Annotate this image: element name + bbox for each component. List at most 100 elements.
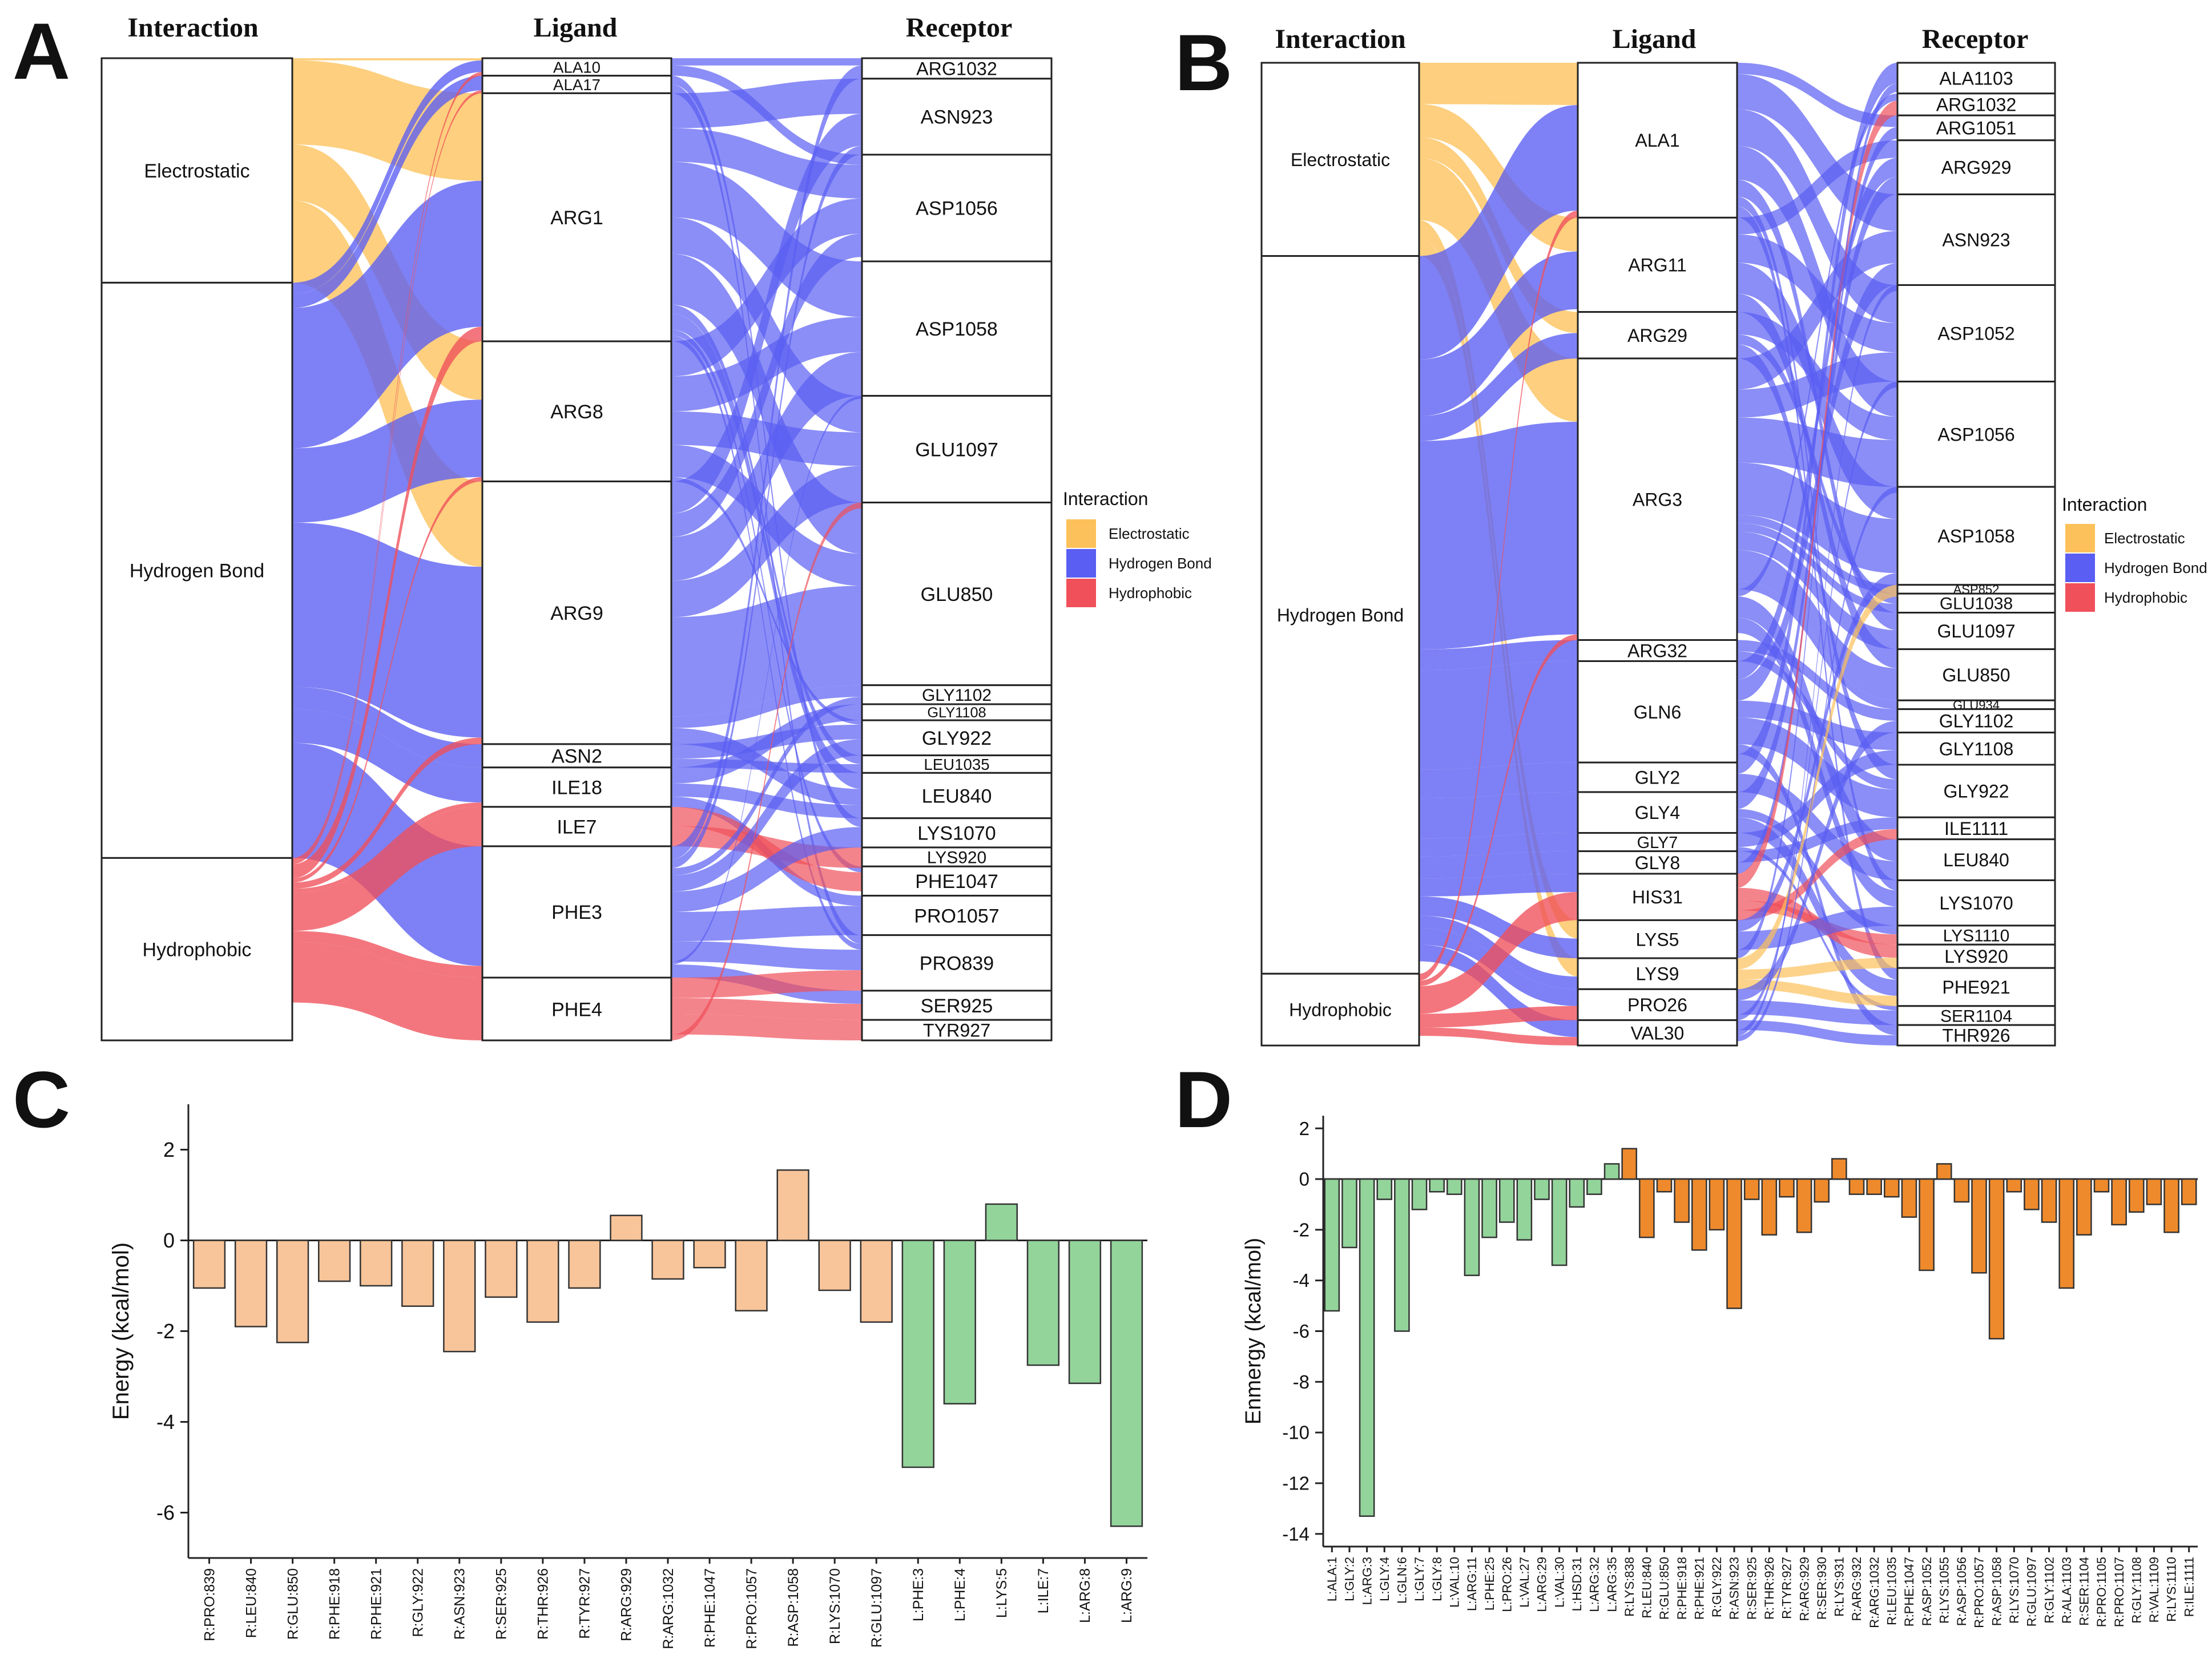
bar-r-pro-1057 [1971, 1178, 1987, 1274]
interaction-label-hydrophobic: Hydrophobic [143, 939, 252, 960]
legend-b-hbond: Hydrogen Bond [2104, 559, 2207, 576]
sankey-b-col-ligand: Ligand [1613, 24, 1697, 54]
ligand-label-ile18: ILE18 [551, 777, 602, 799]
receptor-label-arg1051: ARG1051 [1936, 118, 2017, 139]
bar-r-ser-930 [1814, 1178, 1830, 1203]
receptor-label-gly922: GLY922 [1943, 781, 2009, 802]
x-tick-label-r-pro-839: R:PRO:839 [202, 1568, 217, 1641]
x-tick-label-r-arg-929: R:ARG:929 [1797, 1557, 1811, 1621]
bar-l-arg-29 [1534, 1178, 1550, 1200]
receptor-label-phe1047: PHE1047 [915, 871, 998, 893]
bar-r-lys-838 [1621, 1148, 1638, 1180]
sankey-link-phe3-pro839 [671, 941, 862, 971]
sankey-link-ala10-arg1032 [671, 58, 862, 66]
sankey-link-hydrogen-bond-asn2 [292, 687, 482, 768]
receptor-node-glu1097 [861, 395, 1053, 504]
bar-l-hsd-31 [1569, 1178, 1585, 1208]
receptor-label-phe921: PHE921 [1942, 977, 2010, 998]
bar-r-gly-1102 [2041, 1178, 2057, 1223]
bar-r-leu-840 [1639, 1178, 1655, 1238]
interaction-label-hydrogen-bond: Hydrogen Bond [1277, 605, 1404, 625]
interaction-column: Electrostatic Hydrogen Bond Hydrophobic [100, 57, 293, 1042]
receptor-node-thr926 [1896, 1024, 2056, 1047]
receptor-label-leu840: LEU840 [1943, 850, 2009, 870]
x-tick-label-r-leu-840: R:LEU:840 [243, 1568, 259, 1638]
sankey-link-hydrogen-bond-arg32 [1419, 640, 1578, 671]
bar-r-phe-918 [1674, 1178, 1690, 1223]
interaction-node-electrostatic [100, 57, 293, 284]
sankey-link-lys5-ala1103 [1737, 83, 1897, 959]
legend-a-title: Interaction [1063, 489, 1148, 509]
bar-r-lys-1070 [818, 1240, 851, 1291]
ligand-label-phe4: PHE4 [551, 999, 602, 1020]
sankey-link-lys9-lys920 [1737, 958, 1897, 980]
sankey-link-hydrogen-bond-ala10 [292, 60, 482, 294]
receptor-label-gly922: GLY922 [922, 728, 992, 749]
x-tick-label-r-phe-918: R:PHE:918 [327, 1568, 343, 1640]
ligand-label-gly7: GLY7 [1637, 834, 1678, 852]
ligand-label-arg1: ARG1 [550, 207, 603, 229]
receptor-label-arg1032: ARG1032 [916, 59, 997, 79]
receptor-label-asp1058: ASP1058 [916, 318, 998, 340]
bar-r-pro-1057 [735, 1240, 768, 1311]
interaction-column: Electrostatic Hydrogen Bond Hydrophobic [1260, 62, 1420, 1047]
bar-l-arg-11 [1464, 1178, 1480, 1277]
sankey-links-right [1737, 63, 1897, 1046]
sankey-link-hydrophobic-ala10 [292, 72, 482, 862]
sankey-link-hydrophobic-phe3 [292, 931, 482, 978]
legend-b-hydrophobic: Hydrophobic [2104, 589, 2187, 606]
bar-r-pro-1105 [2093, 1178, 2110, 1193]
sankey-link-phe4-ser925 [671, 998, 862, 1020]
receptor-label-asp1052: ASP1052 [1937, 324, 2014, 344]
sankey-link-hydrophobic-his31 [1419, 892, 1578, 1014]
interaction-label-hydrophobic: Hydrophobic [1289, 1000, 1392, 1020]
sankey-link-phe3-lys1070 [671, 827, 862, 912]
sankey-link-arg3-arg1032 [1737, 93, 1897, 597]
x-tick-label-l-gly-8: L:GLY:8 [1430, 1557, 1444, 1601]
x-tick-label-r-asp-1058: R:ASP:1058 [785, 1568, 801, 1647]
legend-b-title: Interaction [2062, 494, 2147, 515]
bar-r-phe-921 [360, 1240, 393, 1287]
receptor-node-pro1057 [861, 894, 1053, 937]
receptor-label-glu850: GLU850 [1942, 665, 2010, 685]
sankey-link-val30-asp1056 [1737, 487, 1897, 1042]
ligand-label-phe3: PHE3 [551, 902, 602, 923]
x-tick-label-l-phe-3: L:PHE:3 [910, 1568, 926, 1621]
sankey-link-his31-arg1032 [1737, 100, 1897, 888]
receptor-node-lys1110 [1896, 925, 2056, 946]
x-tick-label-l-arg-11: L:ARG:11 [1465, 1557, 1479, 1611]
bar-r-arg-932 [1848, 1178, 1865, 1195]
ligand-node-gly7 [1577, 831, 1738, 853]
sankey-link-hydrogen-bond-gly7 [1419, 833, 1578, 857]
x-tick-label-r-tyr-927: R:TYR:927 [1780, 1557, 1794, 1619]
sankey-links-right [671, 58, 862, 1040]
ligand-label-arg32: ARG32 [1627, 641, 1687, 661]
x-tick-label-r-thr-926: R:THR:926 [535, 1568, 551, 1640]
ligand-node-ala1 [1577, 62, 1738, 219]
panel-label-d: D [1175, 1055, 1232, 1144]
y-tick-label: -4 [156, 1410, 175, 1434]
sankey-link-arg8-glu850 [671, 445, 862, 586]
receptor-node-lys920 [1896, 943, 2056, 969]
sankey-link-gly7-gly1108 [1737, 750, 1897, 847]
x-tick-label-r-gly-1108: R:GLY:1108 [2129, 1557, 2143, 1624]
ligand-node-ala10 [481, 57, 672, 77]
sankey-link-hydrophobic-arg1 [292, 326, 482, 879]
interaction-node-hydrogen-bond [100, 281, 293, 859]
ligand-label-ala10: ALA10 [553, 58, 601, 76]
sankey-link-hydrogen-bond-arg1 [292, 180, 482, 449]
x-tick-label-r-glu-850: R:GLU:850 [285, 1568, 301, 1640]
ligand-node-arg9 [481, 481, 672, 745]
x-tick-label-l-ala-1: L:ALA:1 [1325, 1557, 1339, 1601]
bar-r-glu-1097 [860, 1240, 893, 1323]
sankey-link-phe4-tyr927 [671, 1014, 862, 1040]
ligand-node-arg8 [481, 340, 672, 483]
sankey-link-hydrophobic-arg3 [1419, 634, 1578, 987]
receptor-label-gly1108: GLY1108 [927, 705, 986, 721]
sankey-links-left [292, 58, 482, 1040]
sankey-link-hydrophobic-phe4 [292, 942, 482, 1040]
bar-r-gly-1108 [2128, 1178, 2145, 1213]
x-tick-label-l-arg-3: L:ARG:3 [1360, 1557, 1374, 1605]
bar-r-leu-840 [234, 1240, 268, 1327]
x-tick-label-l-ile-7: L:ILE:7 [1036, 1568, 1051, 1613]
